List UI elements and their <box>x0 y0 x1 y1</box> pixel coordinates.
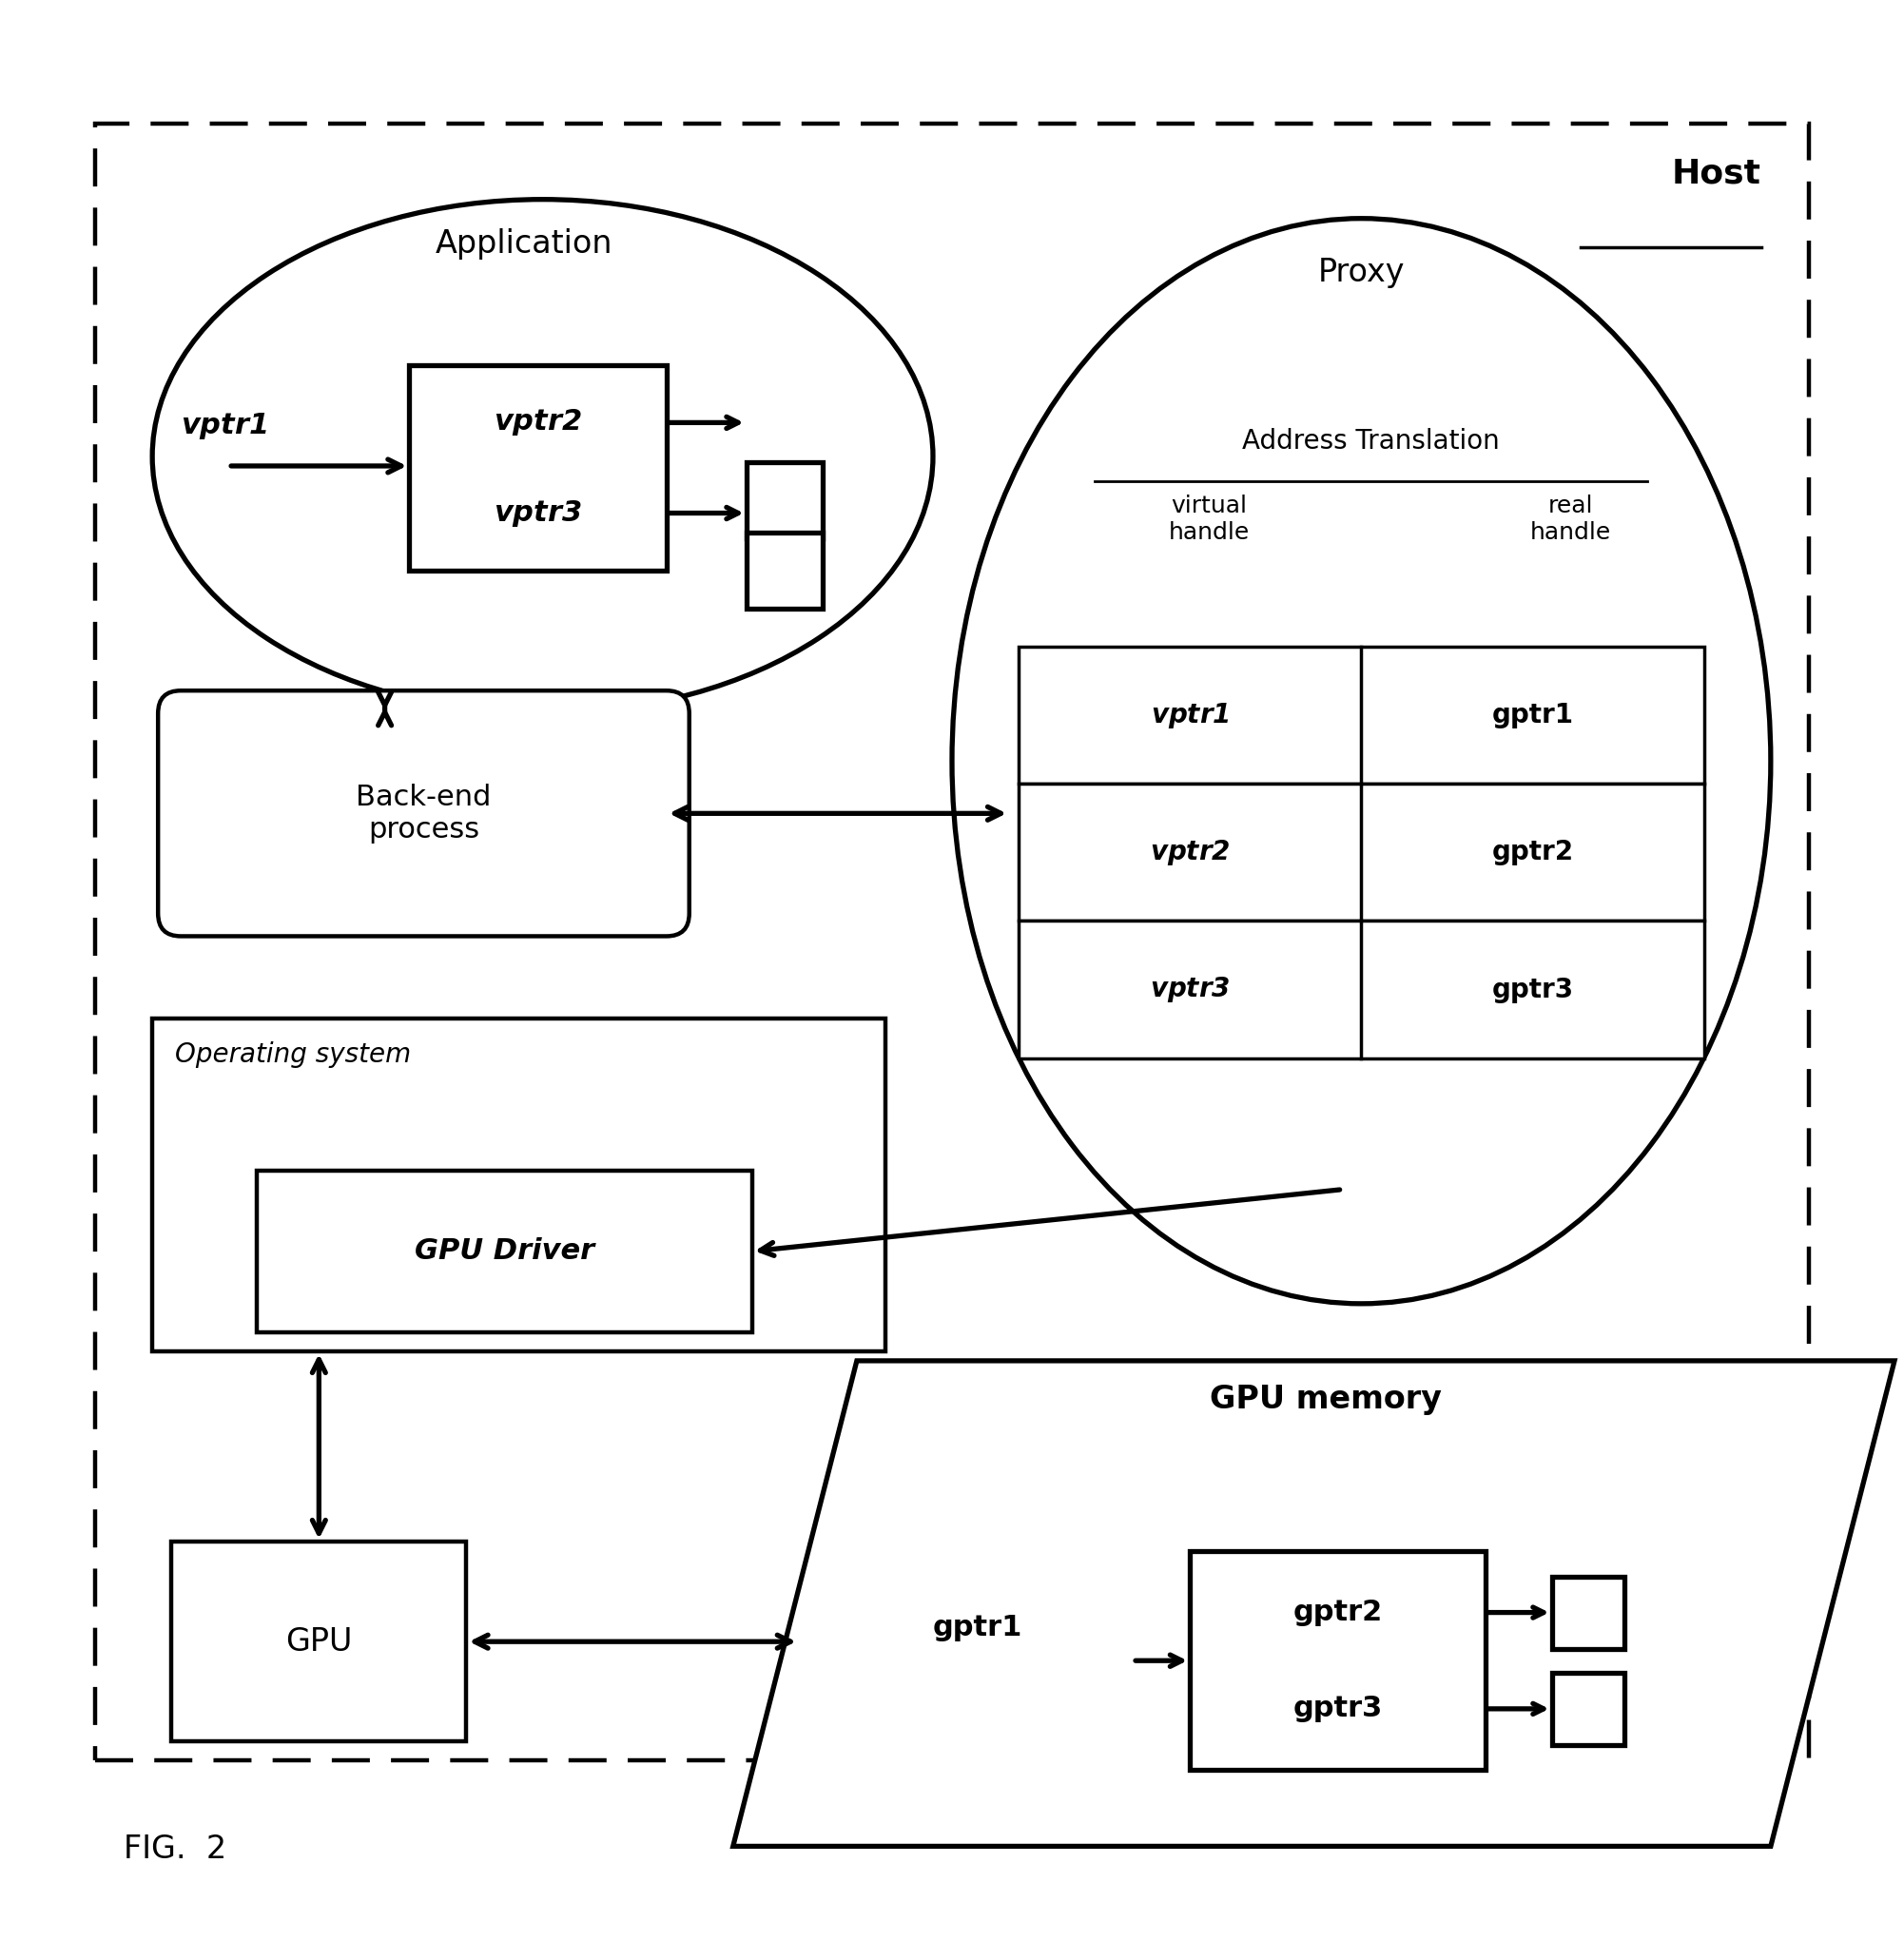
Text: Proxy: Proxy <box>1318 257 1405 288</box>
Ellipse shape <box>952 218 1771 1303</box>
Text: $\bfit{vptr3}$: $\bfit{vptr3}$ <box>1150 974 1230 1004</box>
Text: $\bfit{vptr1}$: $\bfit{vptr1}$ <box>1150 700 1230 729</box>
Bar <box>152 1017 885 1350</box>
Bar <box>1019 921 1704 1058</box>
Text: virtual
handle: virtual handle <box>1169 494 1249 543</box>
Text: FIG.  2: FIG. 2 <box>124 1835 227 1866</box>
Text: Application: Application <box>434 227 613 259</box>
Text: Operating system: Operating system <box>175 1041 411 1068</box>
Text: real
handle: real handle <box>1531 494 1611 543</box>
Text: $\bfit{vptr1}$: $\bfit{vptr1}$ <box>181 412 267 441</box>
Polygon shape <box>733 1360 1894 1846</box>
Text: $\bfit{vptr2}$: $\bfit{vptr2}$ <box>1150 837 1230 866</box>
Text: Address Translation: Address Translation <box>1241 427 1500 455</box>
Text: Back-end
process: Back-end process <box>356 784 491 843</box>
Text: gptr1: gptr1 <box>1493 702 1573 729</box>
Text: GPU Driver: GPU Driver <box>415 1237 594 1264</box>
Bar <box>409 365 666 570</box>
Text: $\bfit{vptr2}$: $\bfit{vptr2}$ <box>493 408 583 437</box>
Bar <box>1190 1550 1485 1770</box>
Bar <box>746 463 823 539</box>
Bar <box>746 533 823 610</box>
Text: $\bfit{vptr3}$: $\bfit{vptr3}$ <box>493 498 583 529</box>
Text: gptr1: gptr1 <box>933 1613 1022 1642</box>
Text: GPU: GPU <box>286 1627 352 1658</box>
Bar <box>171 1543 466 1742</box>
Ellipse shape <box>152 200 933 713</box>
Bar <box>1552 1672 1624 1744</box>
Bar <box>1019 647 1704 784</box>
Text: Host: Host <box>1672 157 1761 190</box>
Text: gptr3: gptr3 <box>1293 1695 1382 1723</box>
Bar <box>257 1170 752 1333</box>
Text: gptr2: gptr2 <box>1293 1599 1382 1627</box>
Text: gptr2: gptr2 <box>1491 839 1575 866</box>
Text: GPU memory: GPU memory <box>1211 1384 1441 1415</box>
Bar <box>95 123 1809 1760</box>
Bar <box>1552 1576 1624 1648</box>
FancyBboxPatch shape <box>158 690 689 937</box>
Text: gptr3: gptr3 <box>1491 976 1575 1004</box>
Bar <box>1019 784 1704 921</box>
